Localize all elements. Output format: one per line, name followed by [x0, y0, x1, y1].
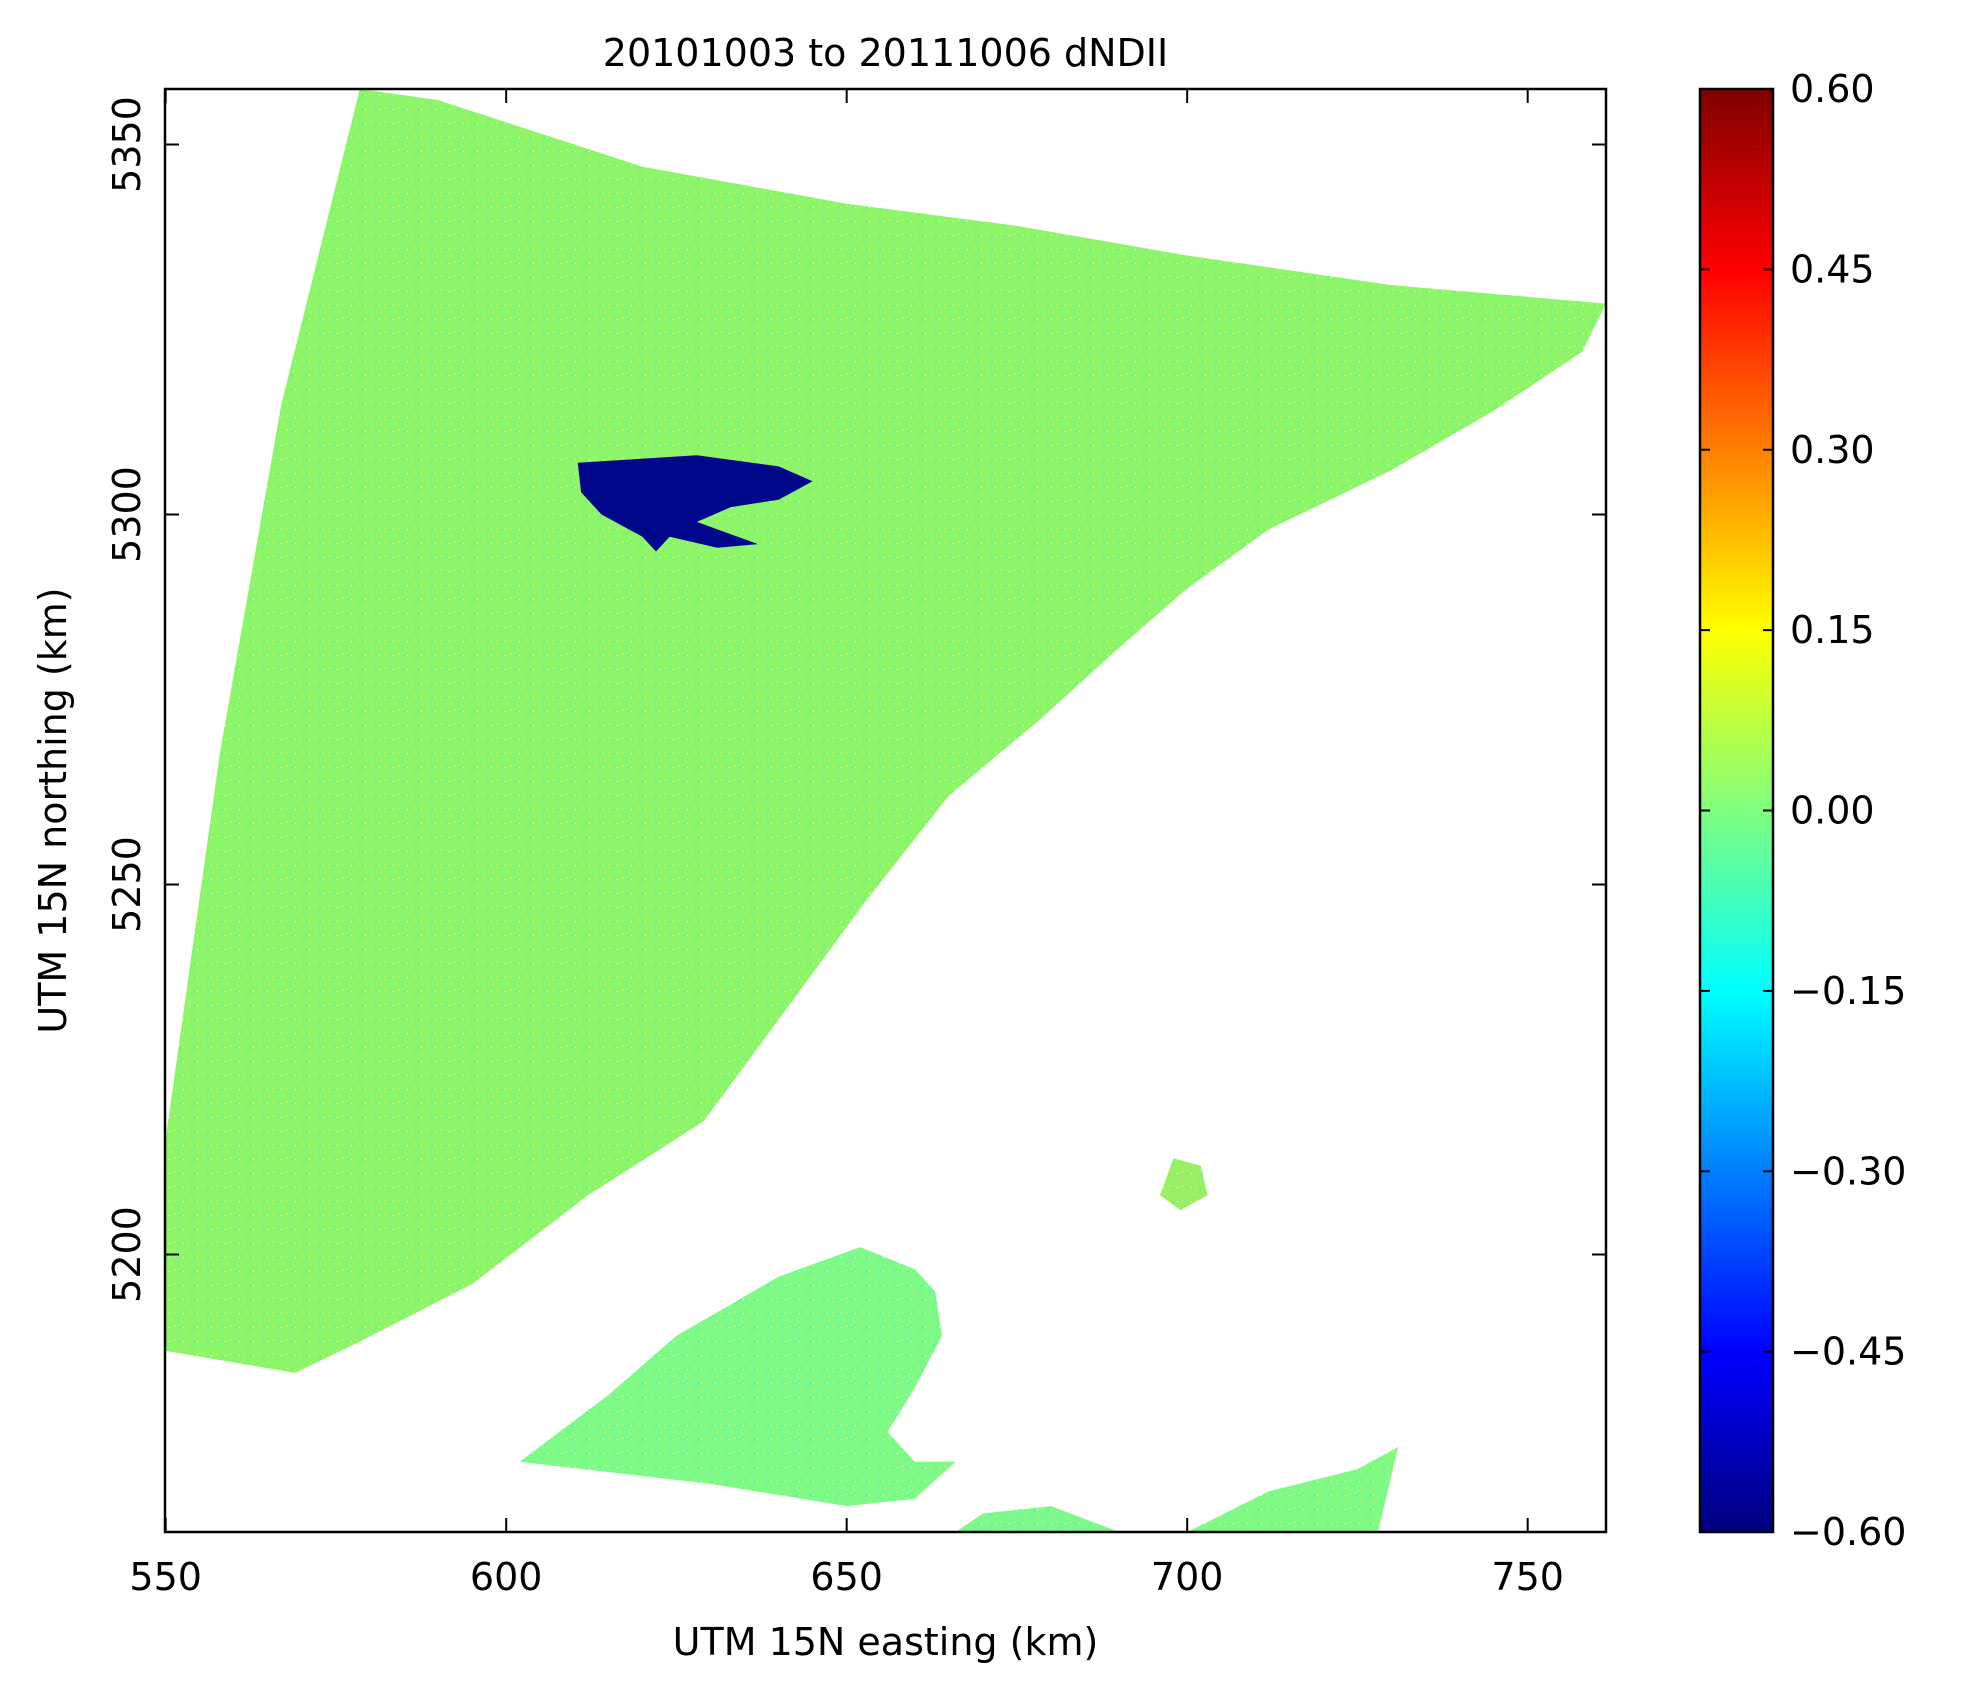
- region-land-south-east: [955, 1506, 1120, 1532]
- plot-area: [165, 89, 1606, 1532]
- region-land-south-west: [519, 1247, 956, 1507]
- region-islands: [1159, 1158, 1208, 1211]
- y-tick-label: 5200: [105, 1206, 149, 1303]
- x-tick-label: 750: [1491, 1555, 1564, 1599]
- colorbar: [1698, 87, 1775, 1534]
- colorbar-tick-label: 0.00: [1790, 789, 1875, 833]
- x-axis-label: UTM 15N easting (km): [673, 1620, 1099, 1664]
- burn-scar: [577, 455, 813, 552]
- x-tick-label: 550: [129, 1555, 202, 1599]
- y-tick-label: 5250: [105, 836, 149, 933]
- colorbar-tick-label: −0.60: [1790, 1510, 1906, 1554]
- chart-title: 20101003 to 20111006 dNDII: [603, 31, 1168, 75]
- region-texture: [165, 89, 1606, 1373]
- colorbar-tick-label: −0.45: [1790, 1330, 1906, 1374]
- y-tick-label: 5300: [105, 466, 149, 563]
- region-texture: [955, 1506, 1120, 1532]
- region-texture: [1187, 1446, 1399, 1532]
- colorbar-tick-label: −0.15: [1790, 969, 1906, 1013]
- y-axis-label: UTM 15N northing (km): [31, 587, 75, 1033]
- plot-frame: [163, 87, 1608, 1534]
- x-tick-label: 650: [810, 1555, 883, 1599]
- region-texture: [519, 1247, 956, 1507]
- colorbar-tick-label: 0.45: [1790, 247, 1875, 291]
- region-texture: [1159, 1158, 1208, 1211]
- colorbar-ticks: 0.60 0.45 0.30 0.15 0.00 −0.15 −0.30 −0.45 −0.60: [1700, 67, 1906, 1554]
- y-tick-label: 5350: [105, 96, 149, 193]
- y-axis: 5200 5250 5300 5350: [105, 96, 1606, 1303]
- colorbar-tick-label: 0.30: [1790, 428, 1875, 472]
- colorbar-tick-label: −0.30: [1790, 1149, 1906, 1193]
- x-axis: 550 600 650 700 750: [129, 89, 1564, 1599]
- colorbar-tick-label: 0.60: [1790, 67, 1875, 111]
- x-tick-label: 600: [470, 1555, 543, 1599]
- region-land-far-south-east: [1187, 1446, 1399, 1532]
- x-tick-label: 700: [1151, 1555, 1224, 1599]
- region-land-north: [165, 89, 1606, 1373]
- colorbar-tick-label: 0.15: [1790, 608, 1875, 652]
